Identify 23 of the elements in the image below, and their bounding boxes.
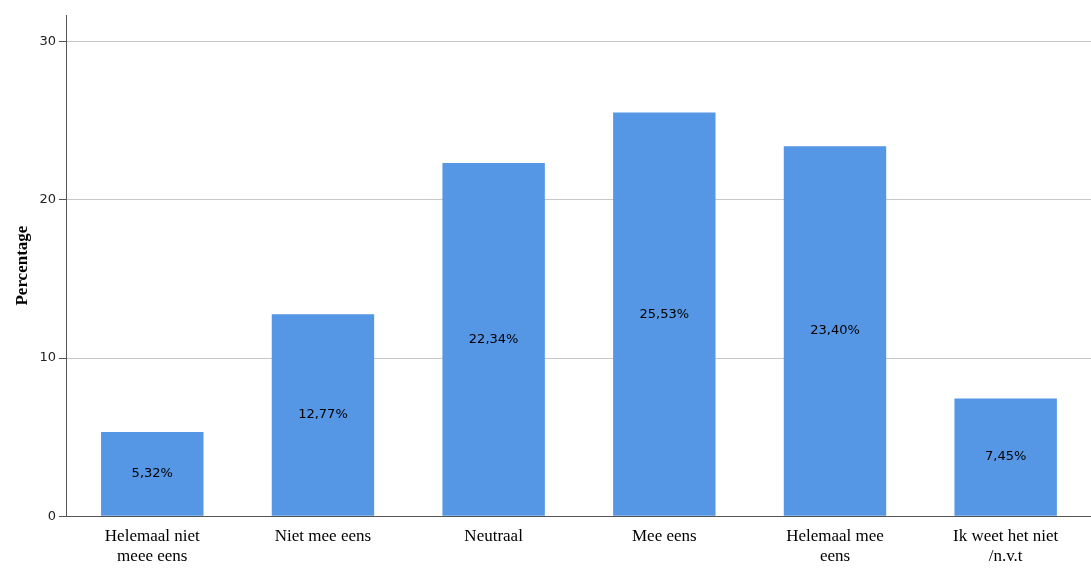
bar <box>613 112 716 516</box>
data-label: 23,40% <box>810 322 860 338</box>
y-tick-label: 0 <box>47 507 56 523</box>
x-tick-label: Helemaal mee eens <box>786 525 884 566</box>
bar <box>442 162 545 516</box>
x-tick-label: Niet mee eens <box>274 525 372 545</box>
x-tick-label: Mee eens <box>631 525 697 545</box>
x-tick-label: Helemaal niet meee eens <box>104 525 200 566</box>
bar <box>271 314 375 516</box>
y-tick-label: 30 <box>39 33 56 49</box>
data-label: 7,45% <box>985 448 1027 464</box>
x-tick-label: Neutraal <box>464 525 524 545</box>
data-label: 22,34% <box>468 330 519 346</box>
bar <box>954 398 1057 516</box>
y-tick-label: 10 <box>39 349 56 365</box>
y-axis-title: Percentage <box>11 225 31 306</box>
data-label: 25,53% <box>639 305 690 321</box>
bar <box>101 432 204 516</box>
x-tick-label: Ik weet het niet /n.v.t <box>953 525 1059 566</box>
data-label: 5,32% <box>131 465 173 481</box>
data-label: 12,77% <box>298 406 348 422</box>
bar <box>783 146 887 516</box>
y-tick-label: 20 <box>39 191 56 207</box>
